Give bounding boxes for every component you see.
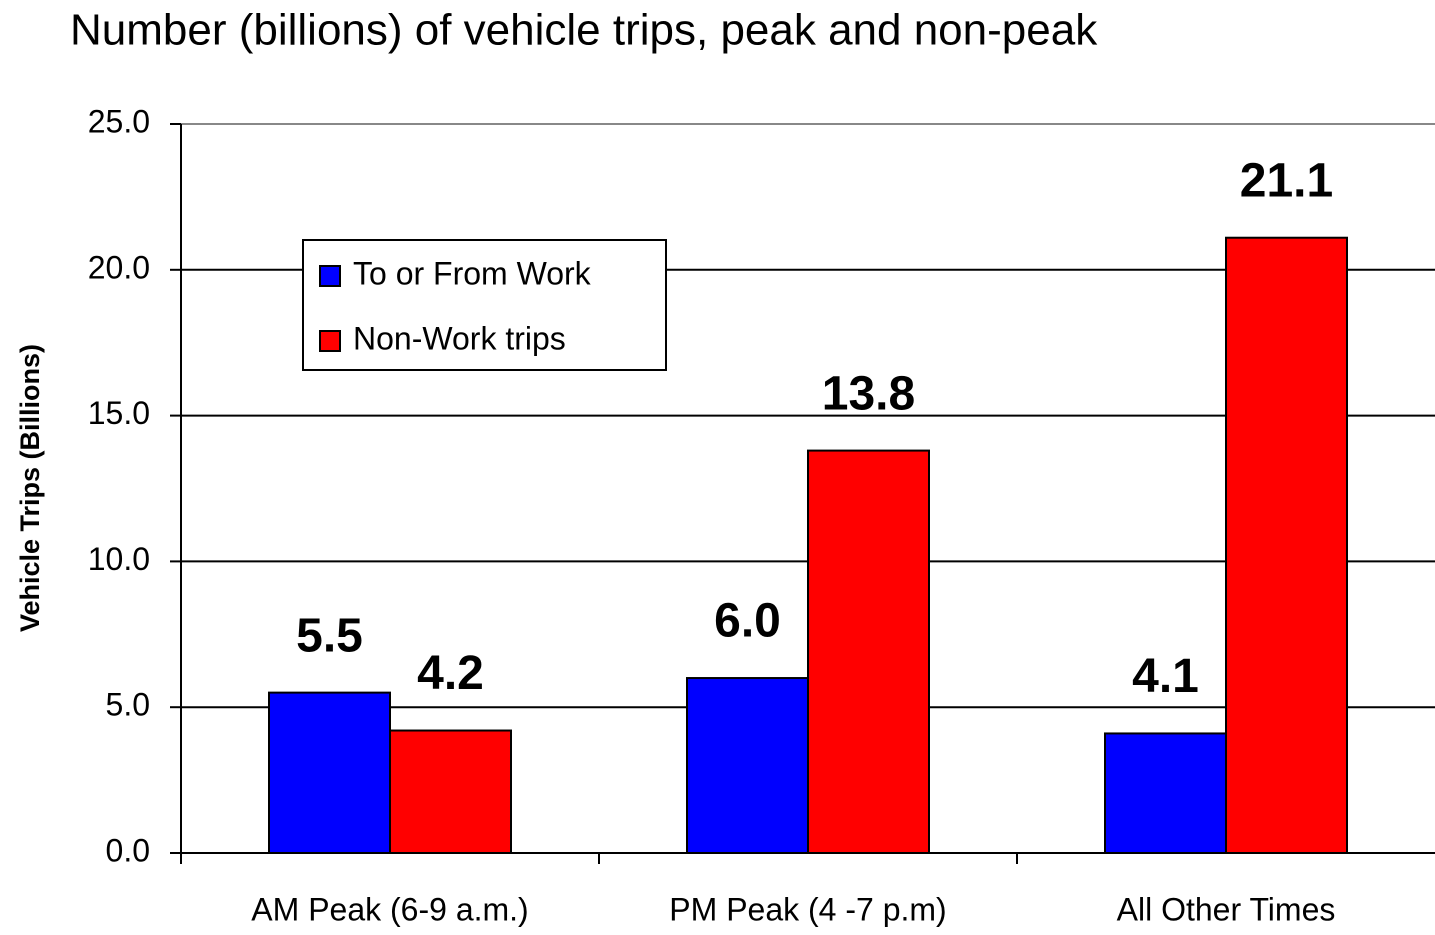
x-tick-label: All Other Times: [1117, 891, 1336, 927]
bar: [268, 691, 391, 854]
bar: [389, 729, 512, 855]
x-tick-label: PM Peak (4 -7 p.m): [669, 891, 946, 927]
value-label: 21.1: [1240, 154, 1333, 207]
legend-label: Non-Work trips: [353, 320, 566, 356]
bar: [686, 677, 809, 854]
bar: [1104, 732, 1227, 854]
value-label: 13.8: [822, 367, 915, 420]
y-tick-label: 0.0: [106, 832, 150, 868]
legend-swatch: [319, 265, 341, 287]
value-label: 5.5: [296, 609, 363, 662]
x-tick-label: AM Peak (6-9 a.m.): [251, 891, 528, 927]
y-tick-label: 5.0: [106, 687, 150, 723]
legend-swatch: [319, 330, 341, 352]
bar: [1225, 236, 1348, 854]
value-label: 4.1: [1132, 650, 1199, 703]
legend-label: To or From Work: [353, 255, 592, 291]
y-axis-label: Vehicle Trips (Billions): [15, 344, 45, 632]
y-tick-label: 10.0: [88, 541, 150, 577]
bar: [807, 449, 930, 854]
chart-title: Number (billions) of vehicle trips, peak…: [70, 6, 1098, 55]
y-tick-label: 15.0: [88, 395, 150, 431]
legend-box: [302, 239, 667, 371]
value-label: 4.2: [417, 647, 484, 700]
y-tick-label: 20.0: [88, 249, 150, 285]
y-tick-label: 25.0: [88, 103, 150, 139]
value-label: 6.0: [714, 595, 781, 648]
